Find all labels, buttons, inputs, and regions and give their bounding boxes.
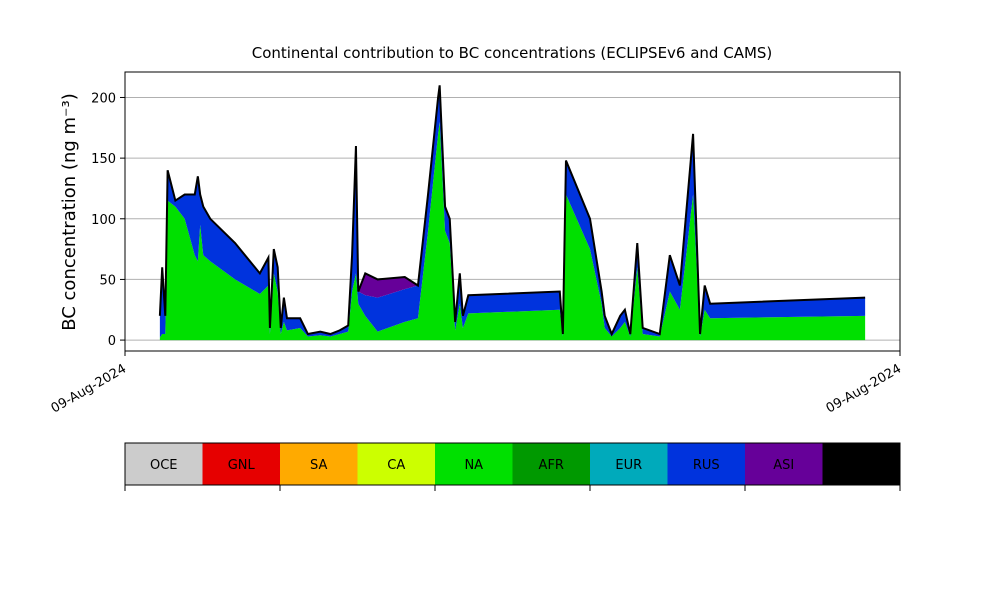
plot-frame xyxy=(124,71,901,352)
colorbar-label: SA xyxy=(310,458,327,473)
colorbar-cell xyxy=(280,443,358,485)
colorbar-label: AUS xyxy=(848,458,875,473)
colorbar-label: OCE xyxy=(150,458,178,473)
x-tick-label: 09-Aug-2024 xyxy=(49,361,129,416)
x-tick-label: 09-Aug-2024 xyxy=(824,361,904,416)
colorbar-label: AFR xyxy=(539,458,564,473)
colorbar-cell xyxy=(512,443,590,485)
colorbar-cell xyxy=(667,443,745,485)
colorbar-label: CA xyxy=(387,458,405,473)
colorbar-cell xyxy=(822,443,900,485)
y-tick-label: 50 xyxy=(99,273,116,288)
y-tick-label: 0 xyxy=(108,334,116,349)
colorbar-label: GNL xyxy=(228,458,256,473)
y-axis-label: BC concentration (ng m⁻³) xyxy=(59,93,80,331)
chart-title: Continental contribution to BC concentra… xyxy=(252,44,773,62)
y-tick-label: 200 xyxy=(91,91,116,106)
colorbar-cell xyxy=(590,443,668,485)
colorbar-label: ASI xyxy=(773,458,794,473)
colorbar-cell xyxy=(357,443,435,485)
colorbar-label: RUS xyxy=(693,458,720,473)
colorbar-label: NA xyxy=(464,458,483,473)
colorbar-label: EUR xyxy=(615,458,642,473)
colorbar-frame xyxy=(124,442,901,486)
colorbar-cell xyxy=(202,443,280,485)
colorbar-cell xyxy=(745,443,823,485)
area xyxy=(159,85,866,338)
total-outline xyxy=(158,85,866,337)
area xyxy=(159,121,866,341)
colorbar-cell xyxy=(435,443,513,485)
colorbar-cell xyxy=(125,443,203,485)
y-tick-label: 150 xyxy=(91,152,116,167)
y-tick-label: 100 xyxy=(91,213,116,228)
